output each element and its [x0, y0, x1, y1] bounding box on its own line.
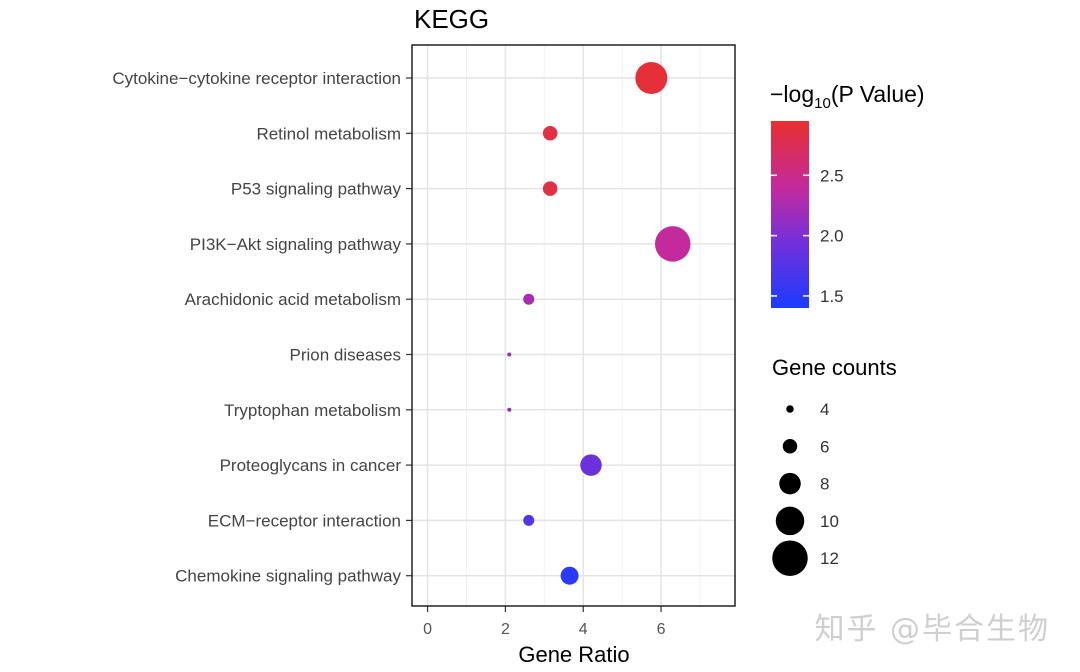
size-legend-label: 8	[820, 475, 829, 494]
y-tick-label: Retinol metabolism	[256, 124, 401, 143]
color-bar-tick-label: 2.0	[820, 227, 844, 246]
x-tick-label: 2	[501, 621, 510, 638]
size-legend-dot	[772, 540, 808, 576]
size-legend-dot	[782, 439, 798, 454]
data-point	[542, 181, 558, 196]
data-point	[542, 126, 558, 141]
color-bar-tick-label: 2.5	[820, 166, 844, 185]
x-axis: 0 2 4 6	[423, 606, 666, 638]
y-tick-label: Proteoglycans in cancer	[220, 456, 402, 475]
y-tick-label: Tryptophan metabolism	[224, 401, 401, 420]
size-legend-title: Gene counts	[772, 355, 897, 380]
y-tick-label: Cytokine−cytokine receptor interaction	[112, 69, 401, 88]
data-point	[507, 352, 512, 357]
y-tick-label: Arachidonic acid metabolism	[185, 290, 401, 309]
color-bar-ticks: 1.5 2.0 2.5	[771, 166, 844, 306]
size-legend-label: 4	[820, 400, 829, 419]
data-point	[654, 226, 691, 262]
size-legend-label: 6	[820, 437, 829, 456]
color-legend: −log10(P Value) 1.5 2.0 2.5	[770, 81, 925, 308]
data-point	[580, 454, 602, 476]
data-point	[523, 514, 535, 526]
y-tick-label: PI3K−Akt signaling pathway	[190, 235, 402, 254]
color-legend-title: −log10(P Value)	[770, 81, 925, 112]
data-points	[507, 62, 691, 585]
size-legend-dot	[775, 506, 805, 536]
size-legend: Gene counts 4 6 8 10 12	[772, 355, 897, 576]
x-tick-label: 6	[657, 621, 666, 638]
watermark-text: 知乎 @毕合生物	[814, 612, 1050, 647]
color-legend-title-prefix: −log	[770, 81, 814, 107]
data-point	[507, 407, 512, 412]
y-tick-label: P53 signaling pathway	[231, 180, 402, 199]
size-legend-dot	[779, 472, 801, 495]
color-legend-title-subscript: 10	[814, 95, 831, 112]
data-point	[560, 566, 579, 585]
plot-border	[411, 44, 736, 607]
color-bar	[771, 121, 809, 308]
data-point	[523, 293, 535, 305]
y-axis: Cytokine−cytokine receptor interaction Re…	[112, 69, 412, 586]
x-axis-label: Gene Ratio	[518, 642, 629, 667]
data-point	[635, 62, 668, 94]
y-tick-label: ECM−receptor interaction	[208, 511, 401, 530]
y-tick-label: Prion diseases	[289, 346, 401, 365]
x-tick-label: 4	[579, 621, 588, 638]
color-legend-title-suffix: (P Value)	[831, 81, 925, 107]
y-tick-label: Chemokine signaling pathway	[175, 567, 401, 586]
size-legend-label: 10	[820, 512, 839, 531]
size-legend-items: 4 6 8 10 12	[772, 400, 839, 576]
x-tick-label: 0	[423, 621, 432, 638]
chart-title: KEGG	[414, 4, 489, 34]
plot-panel	[412, 45, 735, 606]
size-legend-dot	[786, 405, 794, 413]
size-legend-label: 12	[820, 549, 839, 568]
color-bar-tick-label: 1.5	[820, 287, 844, 306]
